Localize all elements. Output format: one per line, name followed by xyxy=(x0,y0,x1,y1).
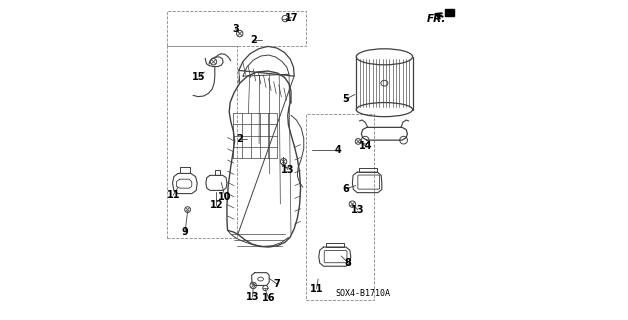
Text: FR.: FR. xyxy=(426,14,446,24)
Text: 3: 3 xyxy=(232,24,239,34)
Text: 16: 16 xyxy=(262,293,275,303)
Text: 7: 7 xyxy=(274,279,281,289)
Text: 13: 13 xyxy=(281,164,295,175)
Text: 14: 14 xyxy=(359,140,372,151)
Text: 4: 4 xyxy=(335,145,342,156)
Text: 10: 10 xyxy=(219,192,232,202)
Text: 8: 8 xyxy=(345,258,352,268)
Text: 2: 2 xyxy=(250,35,257,45)
Text: 9: 9 xyxy=(181,227,188,237)
Text: 15: 15 xyxy=(192,72,205,82)
Text: 13: 13 xyxy=(246,292,259,302)
Text: 13: 13 xyxy=(351,204,365,215)
Text: 5: 5 xyxy=(343,94,349,104)
Text: 11: 11 xyxy=(166,190,180,200)
Text: 11: 11 xyxy=(310,284,323,294)
Text: 6: 6 xyxy=(343,184,349,194)
FancyBboxPatch shape xyxy=(445,9,454,16)
Text: SOX4-B1710A: SOX4-B1710A xyxy=(336,289,391,298)
Text: 2: 2 xyxy=(236,134,243,144)
Text: 17: 17 xyxy=(285,12,298,23)
Text: 12: 12 xyxy=(210,200,223,210)
